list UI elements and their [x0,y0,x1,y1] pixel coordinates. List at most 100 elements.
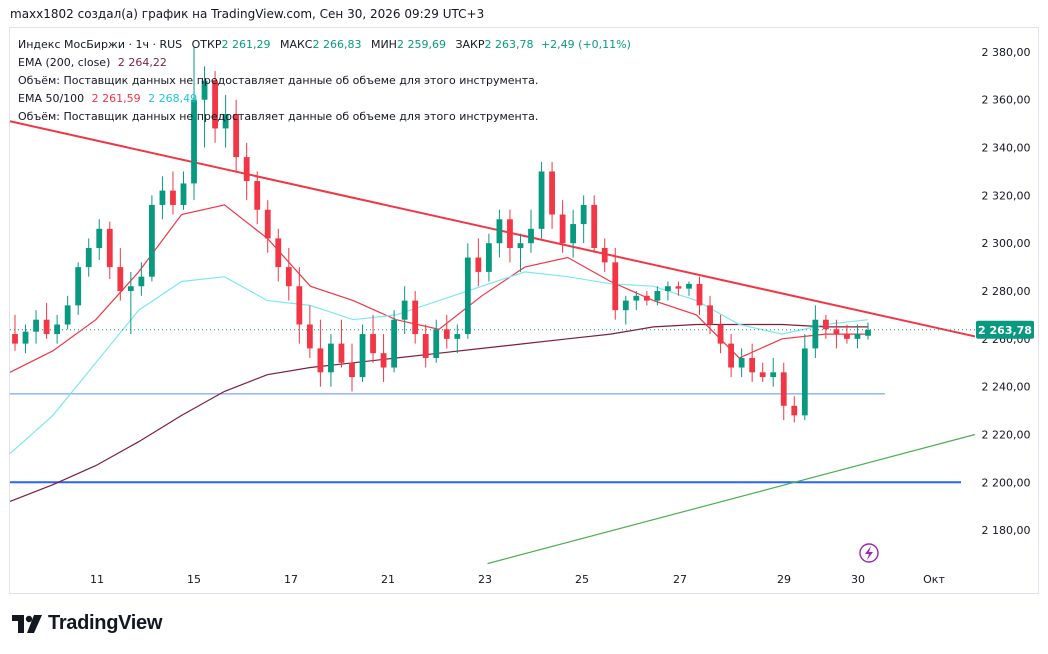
lightning-icon[interactable] [859,543,879,563]
candle[interactable] [675,281,682,296]
trendline-support-rising[interactable] [487,433,976,565]
candle[interactable] [665,281,671,301]
candle[interactable] [359,324,366,382]
y-tick-label: 2 360,00 [982,94,1031,107]
candle[interactable] [254,171,261,225]
candle[interactable] [170,171,176,215]
candle-body [812,319,819,349]
candle[interactable] [822,314,829,339]
candle[interactable] [159,176,166,220]
candle[interactable] [349,343,355,392]
candle[interactable] [201,66,208,148]
candle[interactable] [570,209,577,258]
candle[interactable] [106,221,113,280]
candle[interactable] [749,343,756,382]
candle[interactable] [380,334,387,382]
candle[interactable] [601,238,608,272]
candle[interactable] [149,195,155,282]
candle[interactable] [633,291,640,311]
candle[interactable] [43,302,50,339]
candle[interactable] [496,209,503,258]
candle[interactable] [844,324,850,344]
candle[interactable] [191,47,197,201]
candle-body [243,157,250,182]
candle[interactable] [780,362,787,421]
tradingview-logo[interactable]: TradingView [12,612,162,635]
candle[interactable] [317,319,324,387]
trendline-resistance[interactable] [9,120,976,338]
candle[interactable] [243,142,250,201]
legend-volume-note-1: Объём: Поставщик данных не предоставляет… [18,74,539,87]
candle[interactable] [591,195,598,253]
candle[interactable] [738,348,745,378]
candle[interactable] [117,247,124,301]
candle[interactable] [612,247,619,320]
y-tick-label: 2 220,00 [982,428,1031,441]
ema-line-ema-100[interactable] [9,271,869,455]
candle[interactable] [370,314,376,363]
candle[interactable] [85,238,92,277]
candle[interactable] [64,295,71,330]
candle[interactable] [517,233,524,272]
candle[interactable] [222,94,229,148]
candle[interactable] [264,200,271,253]
candle[interactable] [770,357,777,387]
candle[interactable] [391,310,398,373]
candle[interactable] [528,209,534,253]
candle[interactable] [306,305,313,358]
candle[interactable] [464,243,471,339]
legend-symbol[interactable]: Индекс МосБиржи · 1ч · RUS [18,38,183,51]
candle[interactable] [559,200,566,253]
candle[interactable] [833,319,840,349]
candle[interactable] [643,291,650,306]
candle[interactable] [127,271,134,335]
candle[interactable] [686,281,692,296]
candle[interactable] [275,228,282,282]
candle-body [549,171,555,215]
candle[interactable] [22,324,29,354]
candle[interactable] [854,324,861,349]
candle[interactable] [233,99,240,172]
candle[interactable] [485,233,492,282]
candle[interactable] [96,219,103,260]
candle[interactable] [549,161,555,229]
candle[interactable] [433,319,440,363]
candle[interactable] [865,322,871,340]
candle[interactable] [33,310,39,344]
legend-ema50100-row[interactable]: EMA 50/100 2 261,59 2 268,49 [18,90,631,108]
candle[interactable] [296,267,303,344]
candle[interactable] [75,262,82,315]
candle[interactable] [654,286,661,306]
candle[interactable] [812,305,819,358]
candle[interactable] [412,291,419,344]
candle[interactable] [138,262,145,296]
candle-body [306,324,313,349]
candle[interactable] [475,238,482,287]
legend-ema200-row[interactable]: EMA (200, close) 2 264,22 [18,54,631,72]
candle[interactable] [212,71,218,143]
candle[interactable] [54,314,61,344]
candle-body [359,334,366,378]
candle[interactable] [717,314,724,354]
candle[interactable] [507,209,513,263]
candle[interactable] [12,314,18,351]
candle[interactable] [622,295,629,325]
candle[interactable] [422,324,429,368]
candle[interactable] [454,324,461,354]
candle[interactable] [707,295,713,335]
candle[interactable] [759,362,766,382]
candle[interactable] [728,334,734,378]
candle-body [675,286,682,289]
candle[interactable] [538,161,545,239]
candle[interactable] [285,247,292,301]
candle[interactable] [801,334,808,421]
candle[interactable] [338,319,345,368]
candle[interactable] [580,195,587,244]
candle[interactable] [328,334,334,387]
candle[interactable] [791,396,798,423]
candle[interactable] [443,314,450,349]
candle[interactable] [696,276,703,315]
candle[interactable] [180,171,187,210]
candle[interactable] [401,286,408,335]
